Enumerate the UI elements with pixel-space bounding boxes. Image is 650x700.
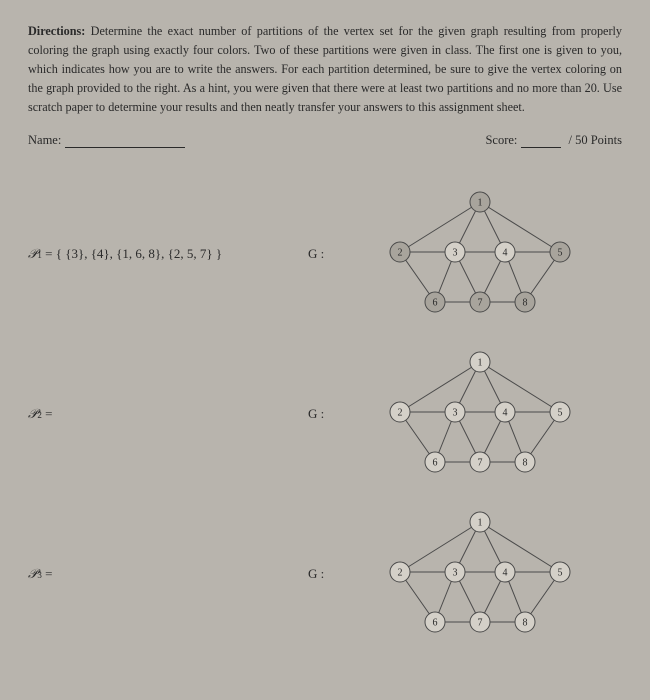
partition-eq: = <box>42 246 56 261</box>
node-label-3: 3 <box>453 247 458 258</box>
node-label-2: 2 <box>398 247 403 258</box>
directions-block: Directions: Determine the exact number o… <box>28 22 622 117</box>
partition-expression: 𝒫3 = <box>28 566 308 582</box>
partition-expression: 𝒫2 = <box>28 406 308 422</box>
node-label-6: 6 <box>433 297 438 308</box>
node-label-7: 7 <box>478 617 483 628</box>
partition-row-3: 𝒫3 =G : 1 2 3 4 5 6 7 8 <box>28 510 622 638</box>
partition-eq: = <box>42 566 53 581</box>
score-suffix: / 50 Points <box>569 133 623 147</box>
node-label-7: 7 <box>478 457 483 468</box>
node-label-3: 3 <box>453 407 458 418</box>
node-label-5: 5 <box>558 567 563 578</box>
graph-svg: 1 2 3 4 5 6 7 8 <box>380 350 580 478</box>
node-label-4: 4 <box>503 567 508 578</box>
partition-rows: 𝒫1 = { {3}, {4}, {1, 6, 8}, {2, 5, 7} }G… <box>28 190 622 638</box>
node-label-4: 4 <box>503 247 508 258</box>
score-field: Score: / 50 Points <box>485 133 622 148</box>
partition-expression: 𝒫1 = { {3}, {4}, {1, 6, 8}, {2, 5, 7} } <box>28 246 308 262</box>
g-label: G : <box>308 406 338 422</box>
node-label-8: 8 <box>523 457 528 468</box>
g-label: G : <box>308 246 338 262</box>
partition-row-1: 𝒫1 = { {3}, {4}, {1, 6, 8}, {2, 5, 7} }G… <box>28 190 622 318</box>
node-label-5: 5 <box>558 407 563 418</box>
node-label-6: 6 <box>433 617 438 628</box>
partition-eq: = <box>42 406 53 421</box>
node-label-1: 1 <box>478 197 483 208</box>
partition-symbol: 𝒫 <box>28 406 37 421</box>
node-label-1: 1 <box>478 357 483 368</box>
node-label-8: 8 <box>523 297 528 308</box>
node-label-3: 3 <box>453 567 458 578</box>
node-label-2: 2 <box>398 567 403 578</box>
directions-text: Determine the exact number of partitions… <box>28 24 622 114</box>
name-field: Name: <box>28 133 189 148</box>
g-label: G : <box>308 566 338 582</box>
graph-container: 1 2 3 4 5 6 7 8 <box>338 190 622 318</box>
name-blank <box>65 147 185 148</box>
score-blank <box>521 147 561 148</box>
directions-label: Directions: <box>28 24 85 38</box>
node-label-2: 2 <box>398 407 403 418</box>
score-label: Score: <box>485 133 517 147</box>
node-label-1: 1 <box>478 517 483 528</box>
partition-value: { {3}, {4}, {1, 6, 8}, {2, 5, 7} } <box>56 246 222 261</box>
partition-symbol: 𝒫 <box>28 566 37 581</box>
partition-symbol: 𝒫 <box>28 246 37 261</box>
graph-container: 1 2 3 4 5 6 7 8 <box>338 510 622 638</box>
graph-container: 1 2 3 4 5 6 7 8 <box>338 350 622 478</box>
node-label-7: 7 <box>478 297 483 308</box>
node-label-4: 4 <box>503 407 508 418</box>
node-label-5: 5 <box>558 247 563 258</box>
graph-svg: 1 2 3 4 5 6 7 8 <box>380 190 580 318</box>
name-score-row: Name: Score: / 50 Points <box>28 133 622 148</box>
name-label: Name: <box>28 133 61 147</box>
node-label-8: 8 <box>523 617 528 628</box>
node-label-6: 6 <box>433 457 438 468</box>
graph-svg: 1 2 3 4 5 6 7 8 <box>380 510 580 638</box>
partition-row-2: 𝒫2 =G : 1 2 3 4 5 6 7 8 <box>28 350 622 478</box>
